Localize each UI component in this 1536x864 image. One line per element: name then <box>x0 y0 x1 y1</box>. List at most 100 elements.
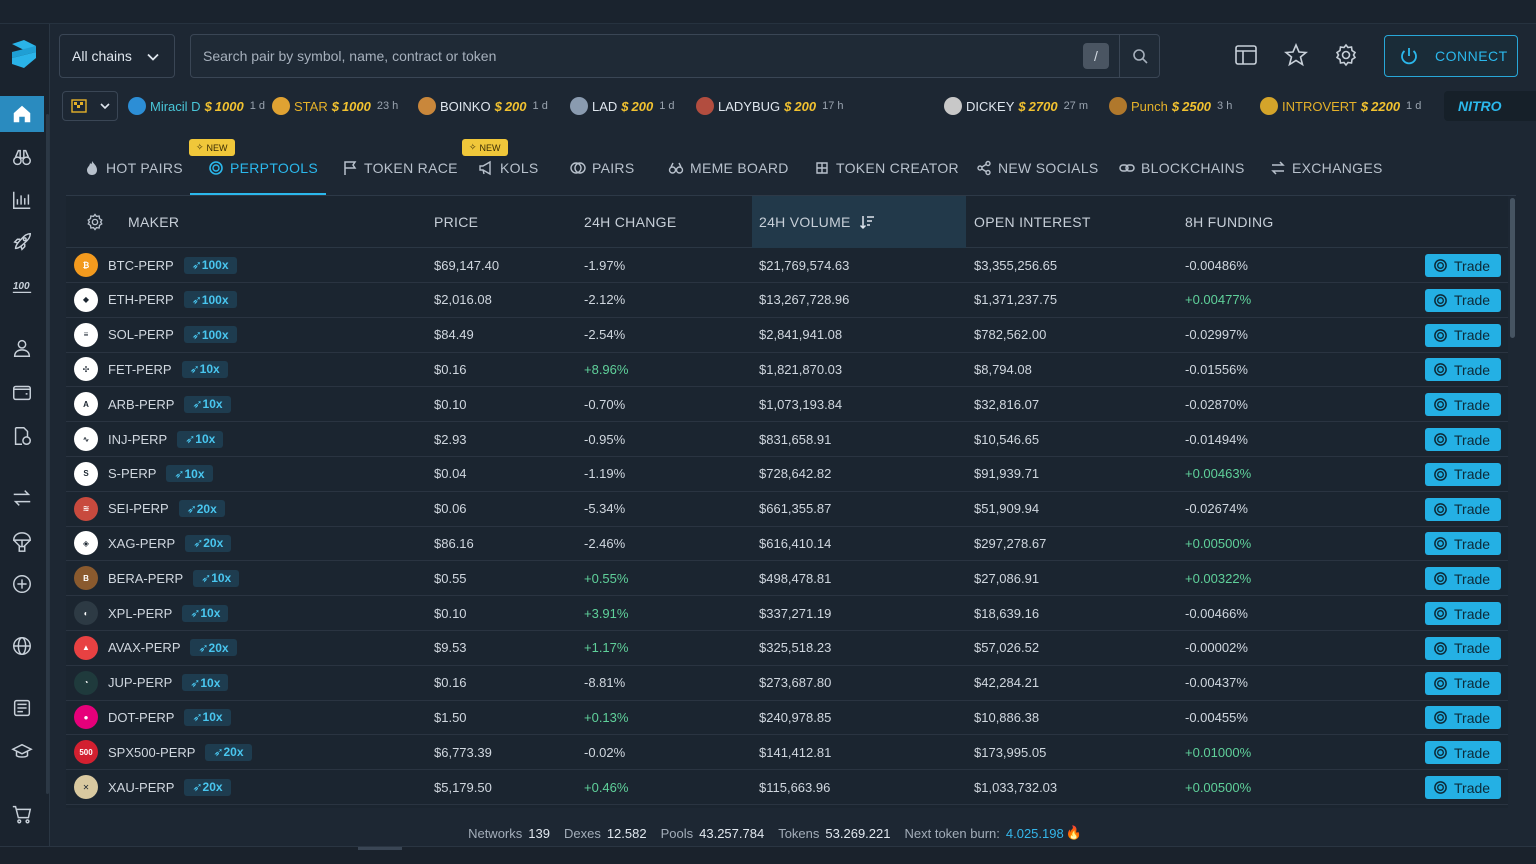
trade-button[interactable]: Trade <box>1425 393 1501 417</box>
pair-name[interactable]: AVAX-PERP <box>108 640 181 656</box>
trade-button[interactable]: Trade <box>1425 532 1501 556</box>
trade-button[interactable]: Trade <box>1425 497 1501 521</box>
pair-name[interactable]: SOL-PERP <box>108 327 174 343</box>
trade-button[interactable]: Trade <box>1425 428 1501 451</box>
trade-button[interactable]: Trade <box>1425 567 1501 591</box>
trade-button[interactable]: Trade <box>1425 254 1501 277</box>
sidebar-binoculars-icon[interactable] <box>0 140 44 176</box>
sidebar-add-icon[interactable] <box>0 566 44 602</box>
ticker-item[interactable]: INTROVERT 2200 1 d <box>1260 88 1421 124</box>
trade-button[interactable]: Trade <box>1425 671 1501 695</box>
ticker-item[interactable]: LADYBUG200 17 h <box>696 88 844 124</box>
table-row[interactable]: 500 SPX500-PERP ➶ 20x $6,773.39 -0.02% $141,41… <box>66 735 1508 771</box>
tab-hot-pairs[interactable]: HOT PAIRS <box>84 140 183 196</box>
ticker-item[interactable]: DICKEY2700 27 m <box>944 88 1088 124</box>
sidebar-document-icon[interactable] <box>0 418 44 454</box>
pair-name[interactable]: INJ-PERP <box>108 431 168 447</box>
tab-meme-board[interactable]: MEME BOARD <box>668 140 789 196</box>
table-row[interactable]: B BERA-PERP ➶ 10x $0.55 +0.55% $498,478.81 $27,… <box>66 561 1508 597</box>
table-row[interactable]: ◈ XAG-PERP ➶ 20x $86.16 -2.46% $616,410.14 $297… <box>66 526 1508 562</box>
ticker-item[interactable]: STAR 1000 23 h <box>272 88 398 124</box>
trade-button[interactable]: Trade <box>1425 741 1501 765</box>
nitro-badge[interactable]: NITRO <box>1444 91 1536 121</box>
tab-token-creator[interactable]: TOKEN CREATOR <box>814 140 959 196</box>
chain-select[interactable]: All chains <box>59 34 175 78</box>
sidebar-academy-icon[interactable] <box>0 734 44 770</box>
sidebar-chart-icon[interactable] <box>0 182 44 218</box>
pair-name[interactable]: SPX500-PERP <box>108 744 196 760</box>
table-row[interactable]: ◆ ETH-PERP ➶ 100x $2,016.08 -2.12% $13,267,728… <box>66 283 1508 318</box>
table-settings-button[interactable] <box>86 196 104 248</box>
trade-button[interactable]: Trade <box>1425 358 1501 382</box>
sidebar-home-icon[interactable] <box>0 96 44 132</box>
header-24h-change[interactable]: 24H CHANGE <box>584 214 677 230</box>
header-price[interactable]: PRICE <box>434 214 479 230</box>
sidebar-rocket-icon[interactable] <box>0 224 44 260</box>
table-row[interactable]: ◐ XPL-PERP ➶ 10x $0.10 +3.91% $337,271.19 $18,6… <box>66 596 1508 631</box>
pair-name[interactable]: XPL-PERP <box>108 605 173 621</box>
table-row[interactable]: S S-PERP ➶ 10x $0.04 -1.19% $728,642.82 $91,939… <box>66 457 1508 492</box>
ticker-item[interactable]: Punch 2500 3 h <box>1109 88 1232 124</box>
table-row[interactable]: ◔ JUP-PERP ➶ 10x $0.16 -8.81% $273,687.80 $42,2… <box>66 666 1508 701</box>
layout-icon[interactable] <box>1233 42 1259 68</box>
tab-new-socials[interactable]: NEW SOCIALS <box>976 140 1099 196</box>
search-input[interactable] <box>203 35 1083 77</box>
tab-kols[interactable]: KOLS <box>478 140 539 196</box>
trade-button[interactable]: Trade <box>1425 776 1501 799</box>
sidebar-scrollbar[interactable] <box>46 114 49 794</box>
ticker-item[interactable]: BOINKO 200 1 d <box>418 88 548 124</box>
table-row[interactable]: ₿ BTC-PERP ➶ 100x $69,147.40 -1.97% $21,769,57… <box>66 248 1508 283</box>
table-scrollbar[interactable] <box>1510 198 1515 338</box>
pair-name[interactable]: JUP-PERP <box>108 675 173 691</box>
pair-name[interactable]: FET-PERP <box>108 361 172 377</box>
sidebar-cart-icon[interactable] <box>0 796 44 832</box>
header-open-interest[interactable]: OPEN INTEREST <box>974 214 1091 230</box>
tab-blockchains[interactable]: BLOCKCHAINS <box>1119 140 1245 196</box>
sidebar-wallet-icon[interactable] <box>0 374 44 410</box>
sidebar-globe-icon[interactable] <box>0 628 44 664</box>
pair-name[interactable]: ARB-PERP <box>108 396 175 412</box>
pair-name[interactable]: SEI-PERP <box>108 501 169 517</box>
table-row[interactable]: ● DOT-PERP ➶ 10x $1.50 +0.13% $240,978.85 $10,8… <box>66 700 1508 736</box>
pair-name[interactable]: S-PERP <box>108 466 157 482</box>
table-row[interactable]: ≡ SOL-PERP ➶ 100x $84.49 -2.54% $2,841,941.08 $… <box>66 318 1508 353</box>
tab-exchanges[interactable]: EXCHANGES <box>1270 140 1383 196</box>
tab-perptools[interactable]: PERPTOOLS <box>208 140 318 196</box>
sidebar-swap-icon[interactable] <box>0 480 44 516</box>
pair-name[interactable]: DOT-PERP <box>108 709 175 725</box>
search-button[interactable] <box>1119 35 1159 77</box>
bottom-scrollbar[interactable] <box>0 846 1536 864</box>
pair-name[interactable]: ETH-PERP <box>108 292 174 308</box>
header-maker[interactable]: MAKER <box>128 214 180 230</box>
ticker-filter-select[interactable] <box>62 91 118 121</box>
tab-pairs[interactable]: PAIRS <box>570 140 634 196</box>
pair-name[interactable]: XAU-PERP <box>108 779 175 795</box>
table-row[interactable]: A ARB-PERP ➶ 10x $0.10 -0.70% $1,073,193.84 $32… <box>66 387 1508 423</box>
trade-button[interactable]: Trade <box>1425 462 1501 486</box>
table-row[interactable]: ∿ INJ-PERP ➶ 10x $2.93 -0.95% $831,658.91 $10,5… <box>66 422 1508 457</box>
table-row[interactable]: ≋ SEI-PERP ➶ 20x $0.06 -5.34% $661,355.87 $51,9… <box>66 492 1508 527</box>
pair-name[interactable]: BERA-PERP <box>108 570 184 586</box>
sidebar-100-icon[interactable]: 100 <box>0 268 44 304</box>
tab-token-race[interactable]: TOKEN RACE <box>342 140 458 196</box>
trade-button[interactable]: Trade <box>1425 288 1501 312</box>
pair-name[interactable]: BTC-PERP <box>108 257 174 273</box>
pair-name[interactable]: XAG-PERP <box>108 535 176 551</box>
burn-count[interactable]: 4.025.198 <box>1005 825 1064 841</box>
app-logo-icon[interactable] <box>8 38 40 70</box>
ticker-item[interactable]: Miracil D 1000 1 d <box>128 88 265 124</box>
table-row[interactable]: ✕ XAU-PERP ➶ 20x $5,179.50 +0.46% $115,663.96 $… <box>66 770 1508 805</box>
sidebar-user-icon[interactable] <box>0 330 44 366</box>
settings-gear-icon[interactable] <box>1333 42 1359 68</box>
header-24h-volume[interactable]: 24H VOLUME <box>752 196 966 248</box>
connect-button[interactable]: CONNECT <box>1384 35 1518 77</box>
sidebar-airdrop-icon[interactable] <box>0 524 44 560</box>
trade-button[interactable]: Trade <box>1425 636 1501 660</box>
sidebar-news-icon[interactable] <box>0 690 44 726</box>
bottom-scrollbar-thumb[interactable] <box>358 847 402 850</box>
trade-button[interactable]: Trade <box>1425 323 1501 347</box>
header-8h-funding[interactable]: 8H FUNDING <box>1185 214 1274 230</box>
trade-button[interactable]: Trade <box>1425 602 1501 625</box>
ticker-item[interactable]: LAD200 1 d <box>570 88 675 124</box>
table-row[interactable]: ▲ AVAX-PERP ➶ 20x $9.53 +1.17% $325,518.23 $57,… <box>66 631 1508 666</box>
